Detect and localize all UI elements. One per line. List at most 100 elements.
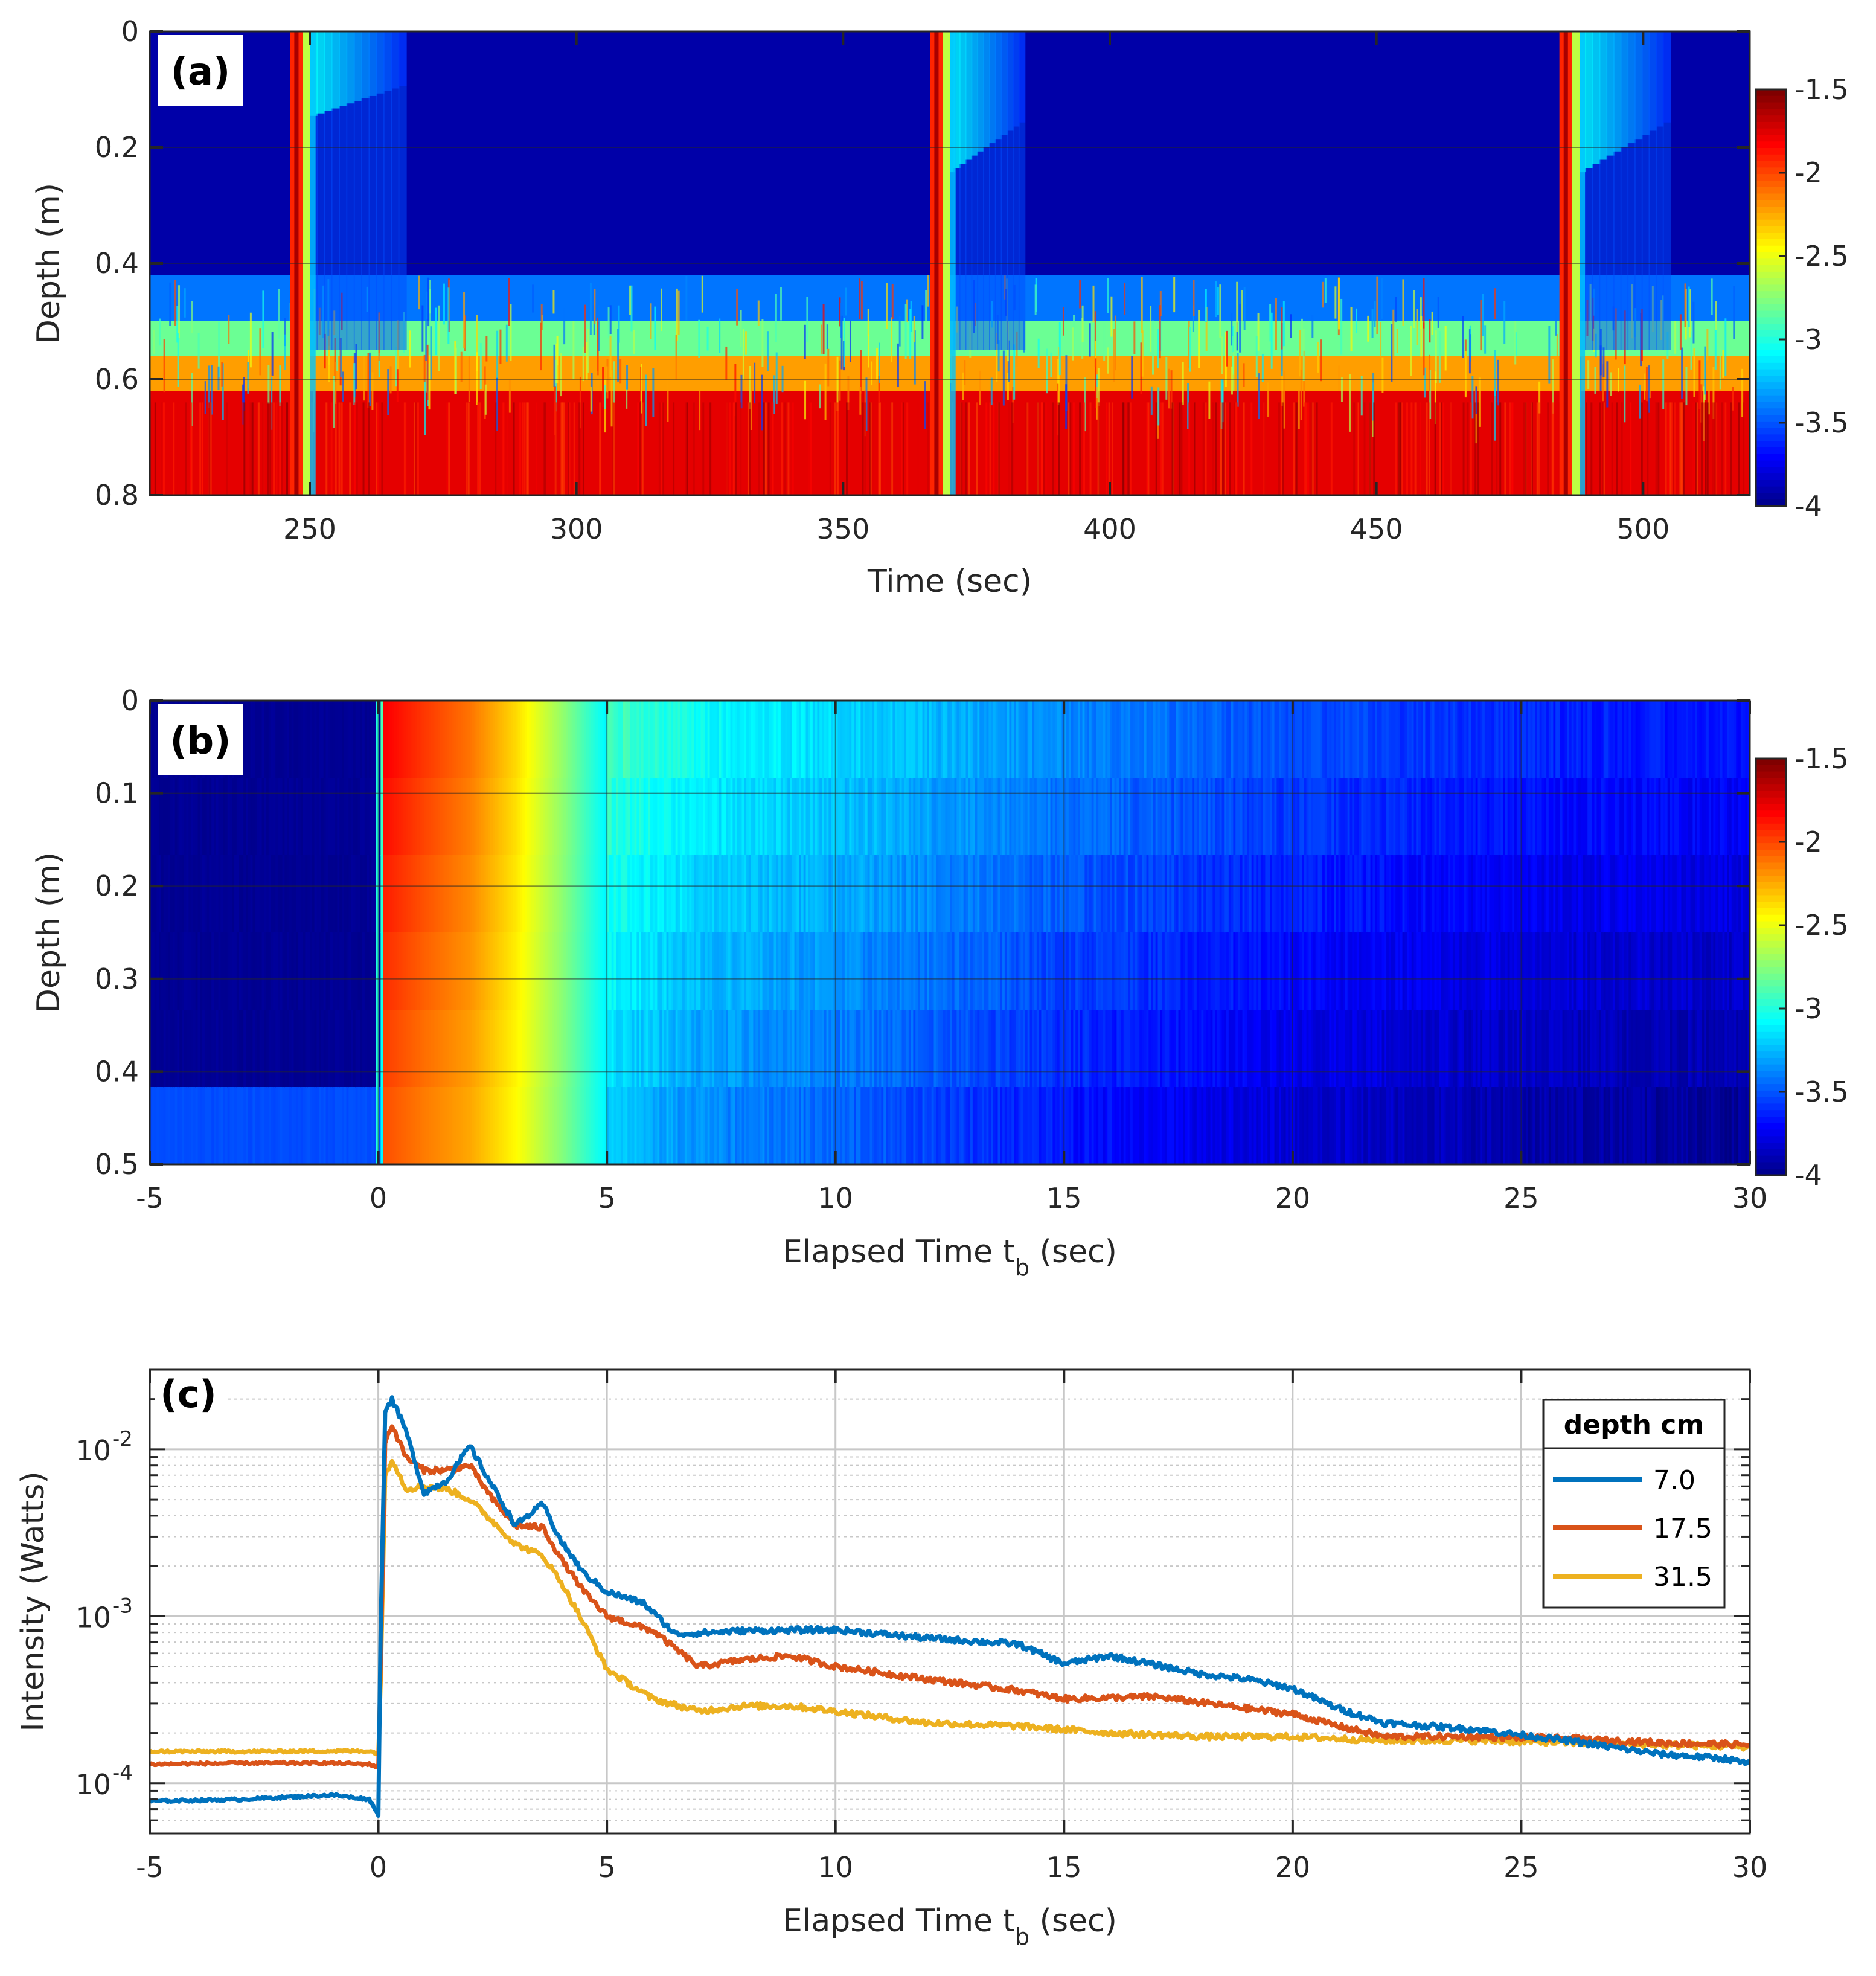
heatmap-cell [1402,1087,1406,1164]
heatmap-cell [945,932,949,1010]
heatmap-cell [371,1087,374,1164]
heatmap-cell [275,1087,278,1164]
heatmap-cell [1578,1010,1581,1088]
heatmap-streak [506,402,508,495]
heatmap-cell [570,855,574,933]
heatmap-cell [1521,855,1525,933]
heatmap-streak [428,355,431,410]
heatmap-cell [1096,778,1100,856]
heatmap-cell [689,932,693,1010]
heatmap-cell [954,932,958,1010]
heatmap-cell [1247,932,1250,1010]
heatmap-cell [879,701,882,778]
heatmap-cell [1377,932,1380,1010]
heatmap-cell [1167,778,1170,856]
heatmap-cell [1601,932,1604,1010]
heatmap-cell [490,932,493,1010]
heatmap-cell [271,855,274,933]
heatmap-cell [721,778,725,856]
heatmap-cell [997,932,1001,1010]
heatmap-cell [664,701,667,778]
heatmap-cell [591,1087,594,1164]
heatmap-cell [673,701,676,778]
heatmap-cell [1178,855,1182,933]
heatmap-cell [1496,701,1499,778]
heatmap-plume [1592,164,1601,350]
heatmap-cell [819,932,822,1010]
heatmap-cell [707,855,711,933]
heatmap-cell [1221,855,1225,933]
heatmap-cell [1425,778,1429,856]
heatmap-cell [419,1010,423,1088]
heatmap-cell [323,778,327,856]
heatmap-cell [1407,1010,1410,1088]
heatmap-cell [1302,1010,1305,1088]
heatmap-cell [609,701,612,778]
heatmap-cell [1146,1010,1150,1088]
heatmap-cell [1027,1010,1031,1088]
heatmap-cell [961,1010,964,1088]
heatmap-cell [433,1087,437,1164]
heatmap-cell [310,701,313,778]
heatmap-cell [543,1087,546,1164]
heatmap-cell [1288,1010,1292,1088]
heatmap-cell [1471,855,1474,933]
heatmap-cell [1071,1010,1074,1088]
heatmap-cell [1238,701,1241,778]
heatmap-cell [1612,1010,1616,1088]
heatmap-cell [321,701,324,778]
heatmap-cell [1477,855,1481,933]
heatmap-cell [616,778,619,856]
heatmap-streak [1058,402,1060,495]
heatmap-streak [1159,290,1162,316]
heatmap-cell [1482,778,1485,856]
heatmap-cell [1548,701,1552,778]
heatmap-cell [1128,932,1132,1010]
heatmap-cell [1475,778,1479,856]
heatmap-cell [1020,1087,1024,1164]
heatmap-cell [540,778,544,856]
heatmap-cell [328,932,331,1010]
heatmap-cell [1084,855,1088,933]
heatmap-cell [1180,932,1184,1010]
heatmap-cell [1027,701,1031,778]
heatmap-cell [517,701,521,778]
heatmap-streak [1079,402,1081,495]
heatmap-cell [182,1087,185,1164]
colorbar-tick-label: -2.5 [1794,240,1849,272]
heatmap-cell [1203,855,1206,933]
heatmap-cell [1057,701,1060,778]
heatmap-cell [572,778,576,856]
heatmap-cell [1434,1087,1438,1164]
heatmap-cell [449,1010,452,1088]
heatmap-cell [1571,701,1575,778]
heatmap-cell [751,701,754,778]
heatmap-cell [1128,1010,1132,1088]
heatmap-streak [409,330,411,368]
heatmap-cell [220,855,224,933]
heatmap-streak [698,319,700,358]
heatmap-cell [1087,1010,1090,1088]
heatmap-cell [371,778,374,856]
heatmap-cell [227,1087,231,1164]
heatmap-cell [1311,701,1314,778]
heatmap-cell [1546,701,1549,778]
heatmap-cell [216,778,219,856]
heatmap-cell [1505,778,1508,856]
heatmap-cell [1116,1087,1120,1164]
heatmap-cell [156,1087,160,1164]
heatmap-cell [1617,1087,1621,1164]
heatmap-cell [1014,701,1017,778]
heatmap-streak [1065,355,1068,411]
heatmap-cell [261,855,265,933]
heatmap-cell [1272,932,1275,1010]
heatmap-cell [737,1087,740,1164]
heatmap-streak [1683,402,1685,495]
colorbar-segment [1756,369,1786,377]
heatmap-cell [559,1010,562,1088]
heatmap-cell [444,701,448,778]
heatmap-cell [1558,932,1561,1010]
heatmap-cell [1445,1010,1449,1088]
panel-a-x-ticks: 250 300 350 400 450 500 [283,31,1670,545]
heatmap-cell [682,855,685,933]
